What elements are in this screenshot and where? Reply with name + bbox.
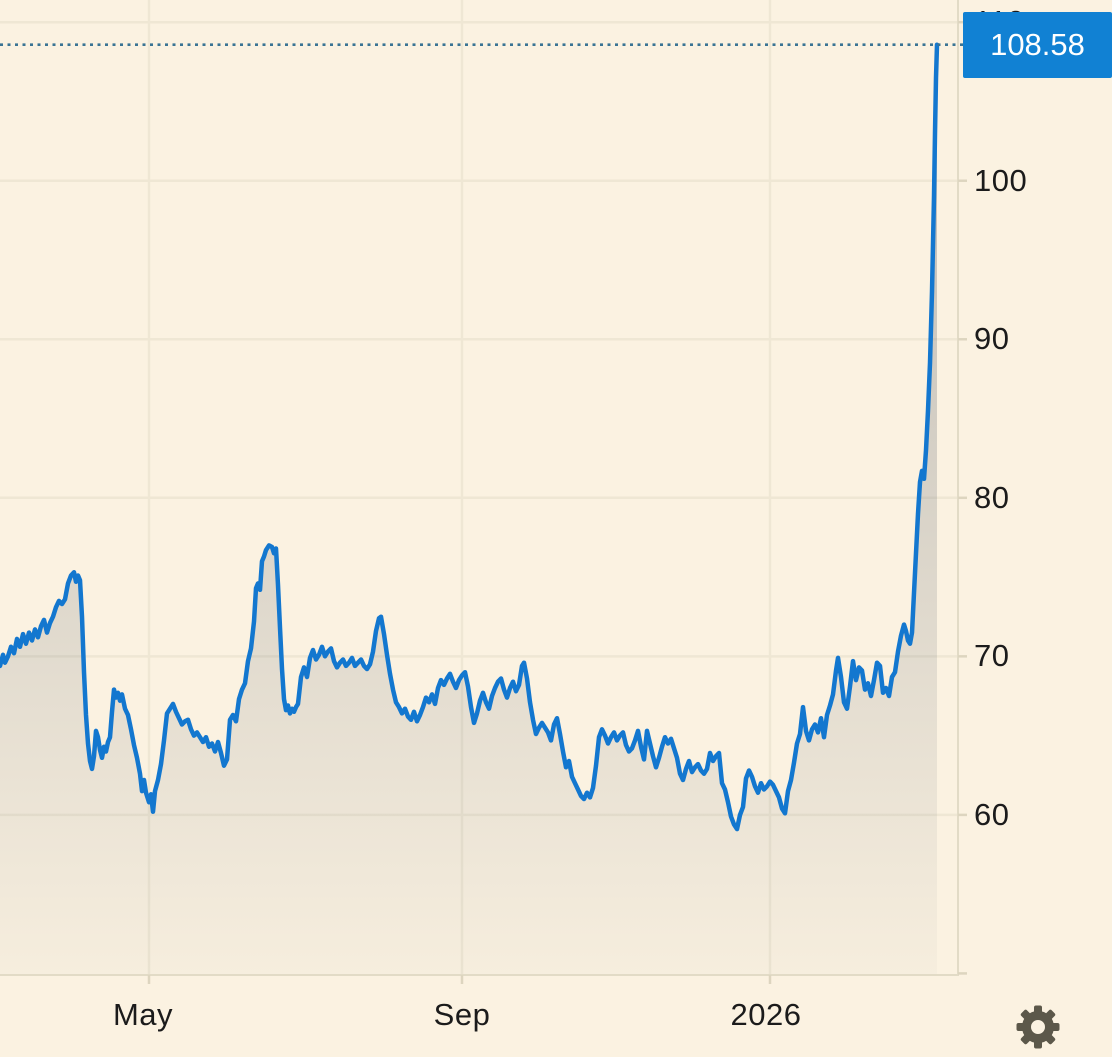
- area-fill: [0, 44, 937, 975]
- gear-icon: [1016, 1005, 1060, 1049]
- x-axis-label: 2026: [730, 997, 802, 1032]
- y-axis-label: 60: [974, 796, 1010, 832]
- y-axis-label: 80: [974, 479, 1010, 515]
- y-axis-label: 90: [974, 321, 1010, 357]
- x-axis-label: May: [112, 997, 174, 1032]
- y-axis-label: 100: [974, 162, 1028, 198]
- price-line: [0, 42, 940, 832]
- settings-button[interactable]: [1008, 1000, 1068, 1054]
- x-axis-label: Sep: [433, 997, 491, 1032]
- current-price-badge: 108.58: [963, 11, 1112, 78]
- y-axis-label: 70: [974, 638, 1010, 674]
